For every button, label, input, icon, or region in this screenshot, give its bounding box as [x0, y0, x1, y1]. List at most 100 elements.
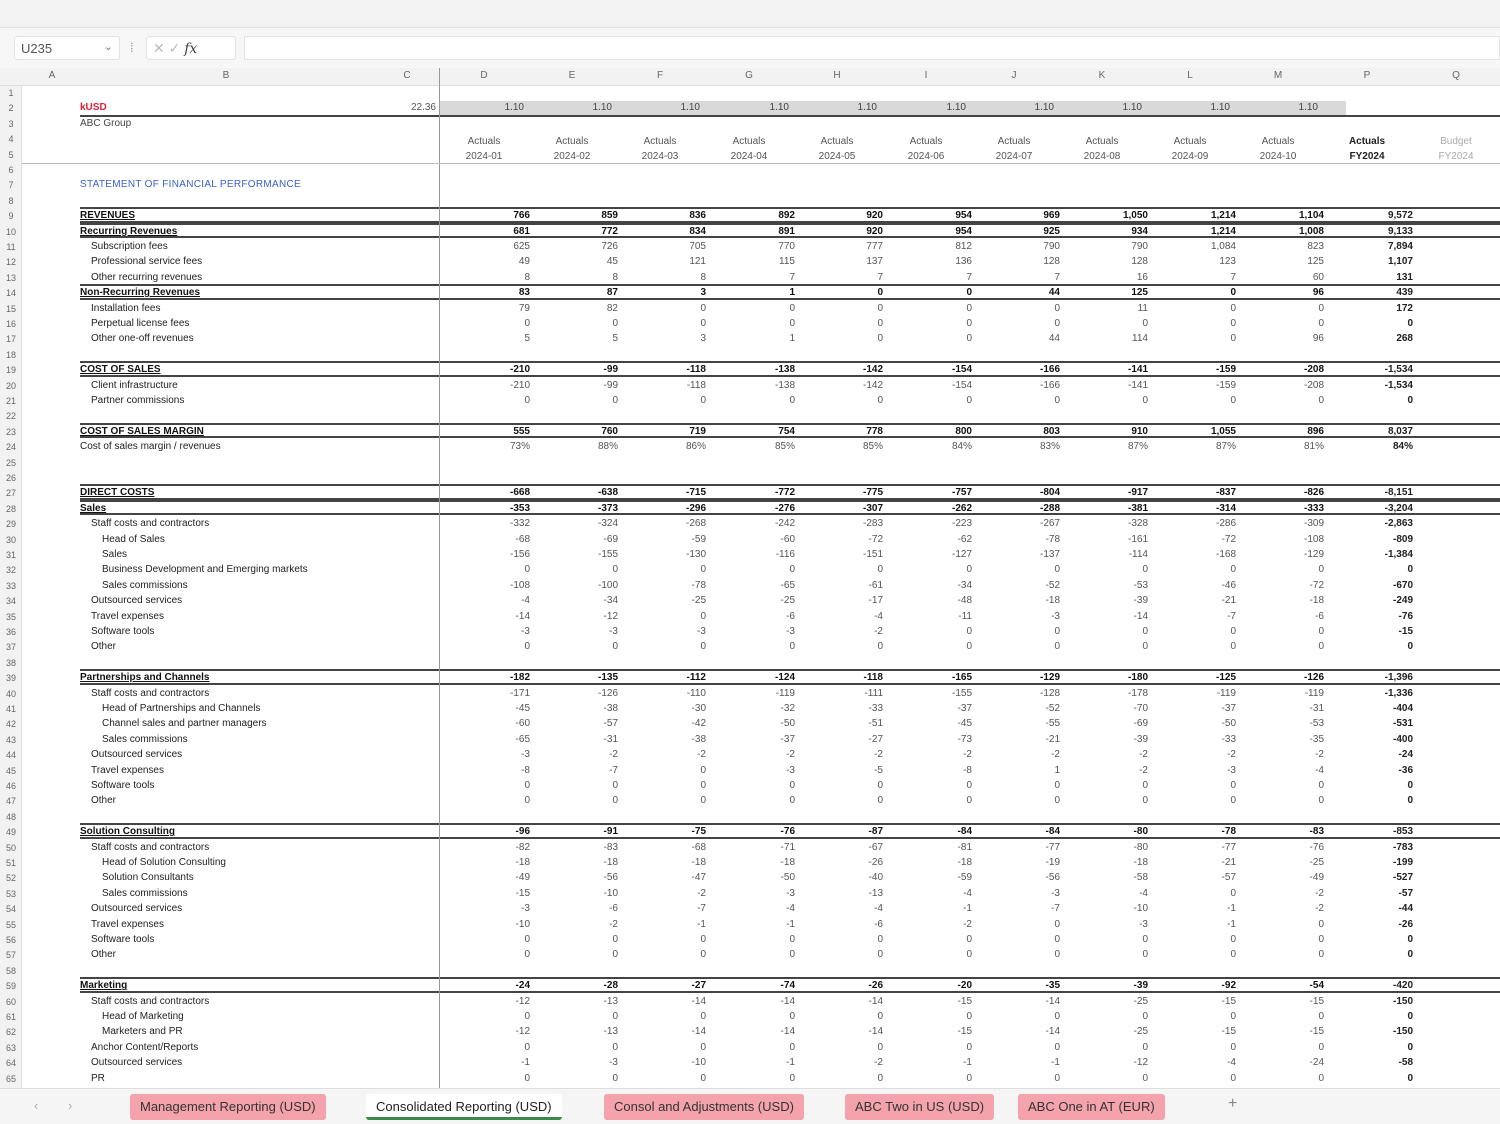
sheet-tab[interactable]: Consolidated Reporting (USD)	[366, 1094, 562, 1120]
row-header[interactable]: 56	[5, 935, 16, 945]
table-cell[interactable]: -138	[774, 379, 795, 391]
table-cell[interactable]: -1	[521, 1057, 530, 1069]
table-cell[interactable]: -381	[1127, 502, 1148, 514]
table-cell[interactable]: -917	[1127, 487, 1148, 499]
table-cell[interactable]: 7,894	[1387, 241, 1413, 252]
table-cell[interactable]: 1,104	[1298, 210, 1324, 222]
table-cell[interactable]: 0	[1142, 949, 1148, 961]
table-cell[interactable]: 0	[612, 949, 618, 961]
table-cell[interactable]: 681	[513, 225, 530, 237]
table-cell[interactable]: -81	[957, 841, 972, 853]
row-header[interactable]: 61	[5, 1012, 16, 1022]
table-cell[interactable]: -353	[509, 502, 530, 514]
table-cell[interactable]: -135	[597, 672, 618, 684]
table-cell[interactable]: -77	[1045, 841, 1060, 853]
table-cell[interactable]: -837	[1215, 487, 1236, 499]
table-cell[interactable]: -129	[1039, 672, 1060, 684]
row-header[interactable]: 25	[5, 457, 16, 468]
table-cell[interactable]: -400	[1392, 733, 1413, 745]
cancel-icon[interactable]: ✕	[153, 40, 165, 56]
table-cell[interactable]: -58	[1398, 1057, 1413, 1069]
table-cell[interactable]: -14	[780, 1026, 795, 1038]
table-cell[interactable]: -5	[874, 764, 883, 776]
table-cell[interactable]: 44	[1048, 333, 1060, 345]
table-cell[interactable]: 0	[700, 795, 706, 807]
table-cell[interactable]: -151	[862, 549, 883, 560]
table-cell[interactable]: 934	[1131, 225, 1148, 237]
table-cell[interactable]: 1,008	[1298, 225, 1324, 237]
table-cell[interactable]: -127	[951, 549, 972, 560]
table-cell[interactable]: -15	[1398, 626, 1413, 637]
table-cell[interactable]: -24	[1309, 1057, 1324, 1069]
table-cell[interactable]: -165	[951, 672, 972, 684]
table-cell[interactable]: -155	[951, 687, 972, 699]
table-cell[interactable]: -130	[685, 549, 706, 560]
table-cell[interactable]: -15	[1309, 1026, 1324, 1038]
table-cell[interactable]: 0	[700, 1041, 706, 1053]
row-header[interactable]: 26	[5, 473, 16, 483]
table-cell[interactable]: -56	[1045, 872, 1060, 884]
table-cell[interactable]: -1,384	[1384, 549, 1413, 560]
table-cell[interactable]: 1,214	[1210, 225, 1236, 237]
table-cell[interactable]: -2	[1315, 887, 1324, 899]
table-cell[interactable]: -33	[868, 703, 883, 714]
table-cell[interactable]: -12	[515, 995, 530, 1007]
table-cell[interactable]: -638	[597, 487, 618, 499]
table-cell[interactable]: -18	[1045, 595, 1060, 607]
table-cell[interactable]: -3	[521, 903, 530, 915]
table-cell[interactable]: 125	[1131, 287, 1148, 299]
table-cell[interactable]: 0	[966, 795, 972, 807]
table-cell[interactable]: 0	[1230, 302, 1236, 314]
table-cell[interactable]: 0	[612, 1072, 618, 1084]
table-cell[interactable]: -78	[691, 579, 706, 591]
table-cell[interactable]: -2	[963, 918, 972, 930]
table-cell[interactable]: -168	[1215, 549, 1236, 560]
row-header[interactable]: 20	[5, 380, 16, 391]
table-cell[interactable]: -783	[1392, 841, 1413, 853]
table-cell[interactable]: -84	[957, 826, 972, 838]
table-cell[interactable]: -14	[868, 995, 883, 1007]
row-header[interactable]: 30	[5, 534, 16, 545]
table-cell[interactable]: 8	[612, 271, 618, 283]
row-header[interactable]: 5	[8, 149, 14, 160]
table-cell[interactable]: 0	[1230, 887, 1236, 899]
row-header[interactable]: 49	[5, 827, 16, 838]
table-cell[interactable]: -809	[1392, 533, 1413, 545]
table-cell[interactable]: -2	[963, 749, 972, 761]
table-cell[interactable]: 954	[955, 225, 972, 237]
table-cell[interactable]: 1	[1054, 764, 1060, 776]
table-cell[interactable]: -14	[1045, 1026, 1060, 1038]
row-header[interactable]: 44	[5, 750, 16, 761]
table-cell[interactable]: -31	[603, 733, 618, 745]
table-cell[interactable]: -18	[691, 857, 706, 868]
table-cell[interactable]: 1	[789, 333, 795, 345]
table-cell[interactable]: -116	[775, 549, 795, 560]
table-cell[interactable]: 87	[606, 287, 618, 299]
table-cell[interactable]: 0	[700, 564, 706, 576]
table-cell[interactable]: 0	[966, 333, 972, 345]
table-cell[interactable]: -50	[780, 872, 795, 884]
row-header[interactable]: 58	[5, 965, 16, 976]
table-cell[interactable]: 892	[778, 210, 795, 222]
table-cell[interactable]: 0	[1318, 302, 1324, 314]
table-cell[interactable]: -4	[1227, 1057, 1236, 1069]
table-cell[interactable]: 128	[1043, 256, 1060, 268]
table-cell[interactable]: -111	[864, 687, 883, 699]
table-cell[interactable]: -50	[1221, 718, 1236, 730]
table-cell[interactable]: -34	[603, 595, 618, 607]
table-cell[interactable]: -1,534	[1384, 379, 1413, 391]
table-cell[interactable]: -6	[609, 903, 618, 915]
table-cell[interactable]: 7	[1054, 271, 1060, 283]
table-cell[interactable]: 8	[700, 271, 706, 283]
table-cell[interactable]: 84%	[1392, 441, 1413, 453]
table-cell[interactable]: 777	[866, 241, 883, 252]
column-header[interactable]: F	[656, 70, 664, 81]
table-cell[interactable]: 0	[700, 641, 706, 653]
table-cell[interactable]: -14	[1133, 610, 1148, 622]
row-header[interactable]: 35	[5, 611, 16, 622]
table-cell[interactable]: 0	[1230, 287, 1236, 299]
table-cell[interactable]: 84%	[951, 441, 972, 453]
table-cell[interactable]: 0	[1230, 934, 1236, 945]
table-cell[interactable]: 0	[1142, 626, 1148, 637]
table-cell[interactable]: -527	[1392, 872, 1413, 884]
